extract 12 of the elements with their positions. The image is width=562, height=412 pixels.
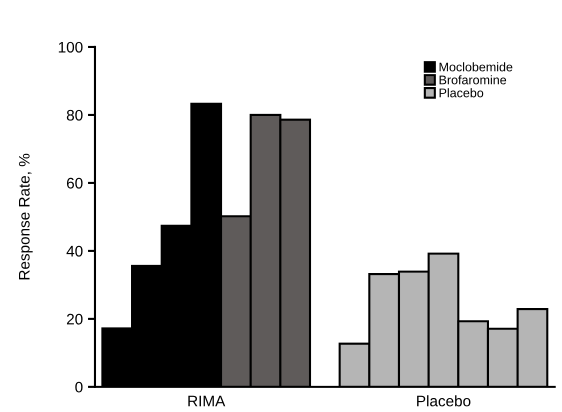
- y-axis-title: Response Rate, %: [18, 154, 33, 280]
- y-tick-label: 0: [75, 382, 83, 393]
- legend-label: Placebo: [440, 88, 484, 98]
- text: RIMA: [188, 396, 226, 406]
- legend-label: Brofaromine: [440, 75, 506, 84]
- y-tick-label: 60: [66, 178, 83, 189]
- y-tick-label: 40: [66, 246, 83, 257]
- y-tick-label: 20: [66, 314, 83, 325]
- y-tick-label: 80: [66, 110, 83, 121]
- legend-label: Moclobemide: [440, 62, 512, 72]
- text: Placebo: [417, 395, 470, 406]
- y-tick-label: 100: [58, 42, 83, 53]
